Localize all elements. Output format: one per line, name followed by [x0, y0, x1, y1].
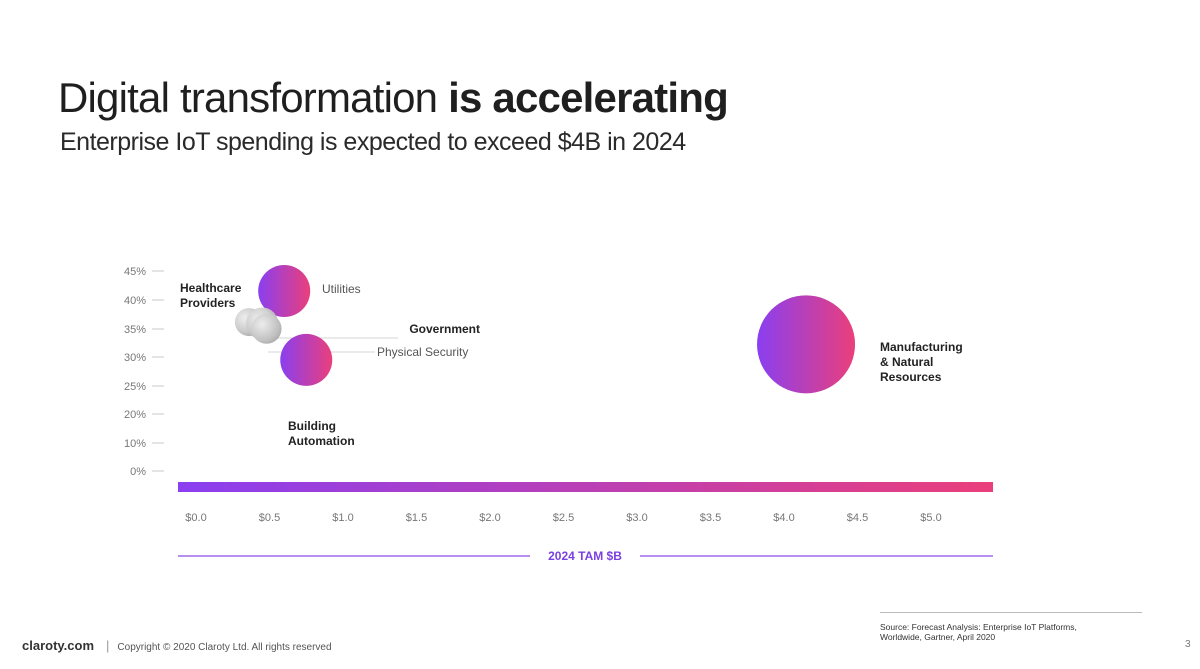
bubble — [280, 333, 333, 386]
slide-title: Digital transformation is accelerating — [58, 74, 729, 122]
source-divider — [880, 612, 1142, 613]
bubble-label: Manufacturing & Natural Resources — [880, 340, 963, 384]
page-number: 3 — [1185, 639, 1191, 650]
slide-subtitle: Enterprise IoT spending is expected to e… — [60, 128, 686, 156]
y-axis: 0% 10% 20% 25% 30% 35% 40% 45% — [124, 266, 164, 478]
footer-separator: | — [106, 638, 110, 653]
bubble-label-line: Government — [409, 322, 480, 336]
bubbles — [234, 265, 856, 394]
bubble-label-line: Manufacturing — [880, 340, 963, 354]
y-tick-label: 25% — [124, 381, 146, 393]
x-tick-label: $1.5 — [406, 512, 427, 524]
x-tick-label: $2.0 — [479, 512, 500, 524]
title-bold: is accelerating — [448, 74, 729, 121]
bubble-label-line: & Natural — [880, 355, 933, 369]
y-tick-label: 45% — [124, 266, 146, 278]
bubble — [258, 265, 311, 317]
footer-brand[interactable]: claroty.com — [22, 638, 95, 653]
x-axis: $0.0 $0.5 $1.0 $1.5 $2.0 $2.5 $3.0 $3.5 $4.0 $4.5… — [178, 482, 993, 563]
bubble-labels: Healthcare Providers Utilities Government Ph… — [180, 281, 963, 448]
x-tick-label: $3.5 — [700, 512, 721, 524]
bubble-label: Utilities — [322, 282, 361, 296]
bubble-label-line: Automation — [288, 434, 355, 448]
title-regular: Digital transformation — [58, 74, 449, 121]
bubble-label-line: Healthcare — [180, 281, 242, 295]
bubble — [251, 313, 282, 344]
y-tick-label: 35% — [124, 324, 146, 336]
x-tick-label: $2.5 — [553, 512, 574, 524]
bubble-label-line: Providers — [180, 296, 236, 310]
x-tick-label: $1.0 — [332, 512, 353, 524]
bubble-label-line: Resources — [880, 370, 942, 384]
x-tick-label: $0.5 — [259, 512, 280, 524]
y-tick-label: 30% — [124, 352, 146, 364]
x-axis-bar — [178, 482, 993, 492]
footer-copyright: Copyright © 2020 Claroty Ltd. All rights… — [117, 642, 332, 653]
x-tick-label: $4.5 — [847, 512, 868, 524]
bubble-label: Government — [409, 322, 480, 336]
x-tick-label: $0.0 — [185, 512, 206, 524]
footer: claroty.com | Copyright © 2020 Claroty Ltd… — [22, 638, 332, 653]
bubble-label: Building Automation — [288, 419, 355, 448]
bubble-label: Healthcare Providers — [180, 281, 242, 310]
y-tick-label: 0% — [130, 466, 146, 478]
bubble — [757, 295, 856, 394]
y-tick-label: 20% — [124, 409, 146, 421]
bubble-label-line: Utilities — [322, 282, 361, 296]
y-tick-label: 40% — [124, 295, 146, 307]
source-note: Source: Forecast Analysis: Enterprise Io… — [880, 622, 1077, 642]
x-tick-label: $4.0 — [773, 512, 794, 524]
x-axis-label: 2024 TAM $B — [548, 549, 622, 563]
y-tick-label: 10% — [124, 438, 146, 450]
bubble-label-line: Building — [288, 419, 336, 433]
bubble-label: Physical Security — [377, 345, 468, 359]
x-tick-label: $5.0 — [920, 512, 941, 524]
x-tick-label: $3.0 — [626, 512, 647, 524]
bubble-label-line: Physical Security — [377, 345, 468, 359]
